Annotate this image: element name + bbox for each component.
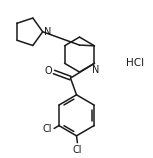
Text: Cl: Cl [42, 124, 52, 134]
Text: HCl: HCl [126, 58, 144, 68]
Text: N: N [91, 64, 99, 75]
Text: O: O [44, 66, 52, 76]
Text: Cl: Cl [73, 145, 82, 155]
Text: N: N [44, 27, 51, 37]
